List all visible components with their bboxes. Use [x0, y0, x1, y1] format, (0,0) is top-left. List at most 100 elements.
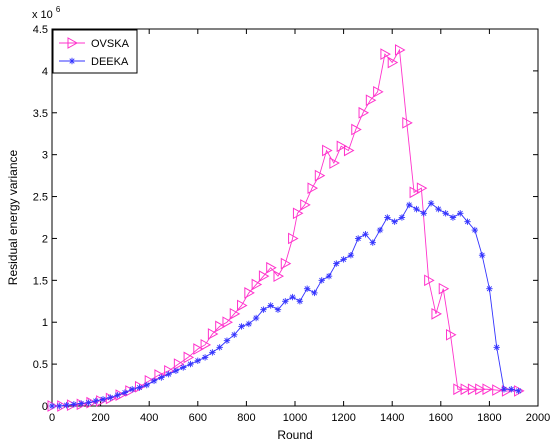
data-point-deeka [413, 205, 420, 213]
data-point-ovska [229, 307, 241, 320]
marker-stroke [406, 202, 412, 208]
data-point-ovska [215, 320, 226, 333]
marker-stroke [238, 323, 245, 330]
data-point-ovska [329, 157, 340, 169]
data-point-ovska [183, 351, 195, 364]
marker-stroke [428, 200, 434, 206]
legend-label-deeka: DEEKA [91, 56, 129, 68]
marker-stroke [85, 400, 92, 406]
marker-stroke [413, 206, 420, 212]
data-point-deeka [180, 364, 187, 371]
x-tick-label: 1200 [331, 412, 355, 424]
data-point-deeka [340, 256, 347, 263]
marker-stroke [450, 214, 456, 221]
data-point-deeka [107, 394, 114, 401]
data-point-deeka [442, 210, 449, 217]
marker-stroke [260, 307, 267, 313]
marker-stroke [231, 332, 237, 338]
data-point-deeka [231, 331, 238, 338]
legend-marker-deeka [68, 57, 76, 65]
marker-stroke [297, 298, 303, 304]
data-point-deeka [362, 231, 369, 238]
data-point-deeka [471, 226, 479, 234]
marker-stroke [158, 374, 164, 381]
data-point-ovska [134, 380, 146, 393]
data-point-deeka [333, 260, 340, 267]
y-axis-label: Residual energy variance [6, 149, 20, 285]
marker-stroke [275, 307, 281, 313]
marker-stroke [56, 403, 62, 409]
marker-stroke [107, 395, 113, 401]
data-point-deeka [114, 391, 121, 399]
legend: OVSKA DEEKA [52, 29, 138, 74]
marker-stroke [472, 227, 478, 233]
marker-stroke [362, 231, 369, 237]
data-point-deeka [449, 214, 457, 221]
data-point-deeka [282, 298, 289, 305]
data-point-ovska [292, 207, 304, 220]
data-point-deeka [223, 337, 231, 344]
data-point-deeka [311, 289, 318, 297]
marker-stroke [479, 252, 485, 258]
x-axis-label: Round [277, 428, 312, 442]
data-point-deeka [70, 401, 78, 408]
marker-stroke [166, 371, 172, 377]
marker-stroke [457, 210, 463, 216]
marker-stroke [268, 302, 274, 309]
marker-stroke [319, 277, 325, 283]
marker-stroke [435, 206, 441, 212]
data-point-deeka [92, 397, 99, 405]
data-point-ovska [394, 44, 406, 56]
data-point-deeka [318, 277, 325, 284]
axis-ticks: 0 200 400 600 800 1000 1200 1400 1600 1800 2000 0 0.… [33, 24, 550, 424]
data-point-deeka [406, 201, 413, 209]
data-point-ovska [222, 316, 233, 329]
marker-stroke [494, 344, 500, 350]
marker-stroke [151, 378, 157, 384]
marker-stroke [370, 240, 376, 246]
data-point-deeka [48, 402, 56, 410]
y-tick-label: 4 [42, 66, 48, 78]
marker-stroke [173, 368, 179, 374]
y-tick-label: 3 [42, 150, 48, 162]
marker-stroke [384, 214, 390, 221]
marker-stroke [202, 354, 208, 361]
data-point-ovska [200, 338, 212, 351]
data-point-deeka [201, 354, 209, 361]
marker-stroke [348, 252, 354, 258]
data-point-ovska [475, 383, 486, 396]
data-point-ovska [258, 270, 270, 282]
y-axis-multiplier-base: x 10 [32, 9, 53, 21]
y-tick-label: 1 [42, 317, 48, 329]
marker-stroke [355, 235, 361, 242]
marker-stroke [377, 227, 383, 233]
data-point-ovska [207, 328, 219, 340]
data-point-ovska [336, 140, 348, 153]
y-tick-label: 2 [42, 233, 48, 245]
x-tick-label: 600 [189, 412, 207, 424]
data-point-deeka [216, 344, 223, 351]
data-point-deeka [238, 323, 245, 330]
data-point-ovska [244, 287, 255, 299]
data-point-deeka [486, 285, 493, 292]
marker-stroke [253, 315, 259, 321]
y-axis-multiplier: x 10 6 [32, 5, 61, 21]
y-axis-multiplier-exponent: 6 [56, 5, 61, 14]
data-point-deeka [464, 218, 471, 225]
x-tick-label: 0 [49, 412, 55, 424]
data-point-ovska [358, 106, 370, 119]
marker-stroke [136, 384, 143, 391]
x-tick-label: 1400 [380, 412, 404, 424]
data-point-deeka [128, 386, 136, 393]
data-point-deeka [391, 218, 398, 225]
marker-stroke [63, 402, 70, 408]
data-point-deeka [136, 384, 143, 391]
marker-stroke [464, 219, 471, 225]
data-point-ovska [314, 169, 326, 182]
data-point-deeka [63, 401, 70, 409]
data-point-deeka [369, 239, 376, 246]
x-tick-label: 1800 [477, 412, 501, 424]
data-point-deeka [384, 214, 391, 221]
y-tick-label: 4.5 [33, 24, 48, 36]
marker-stroke [209, 349, 215, 356]
